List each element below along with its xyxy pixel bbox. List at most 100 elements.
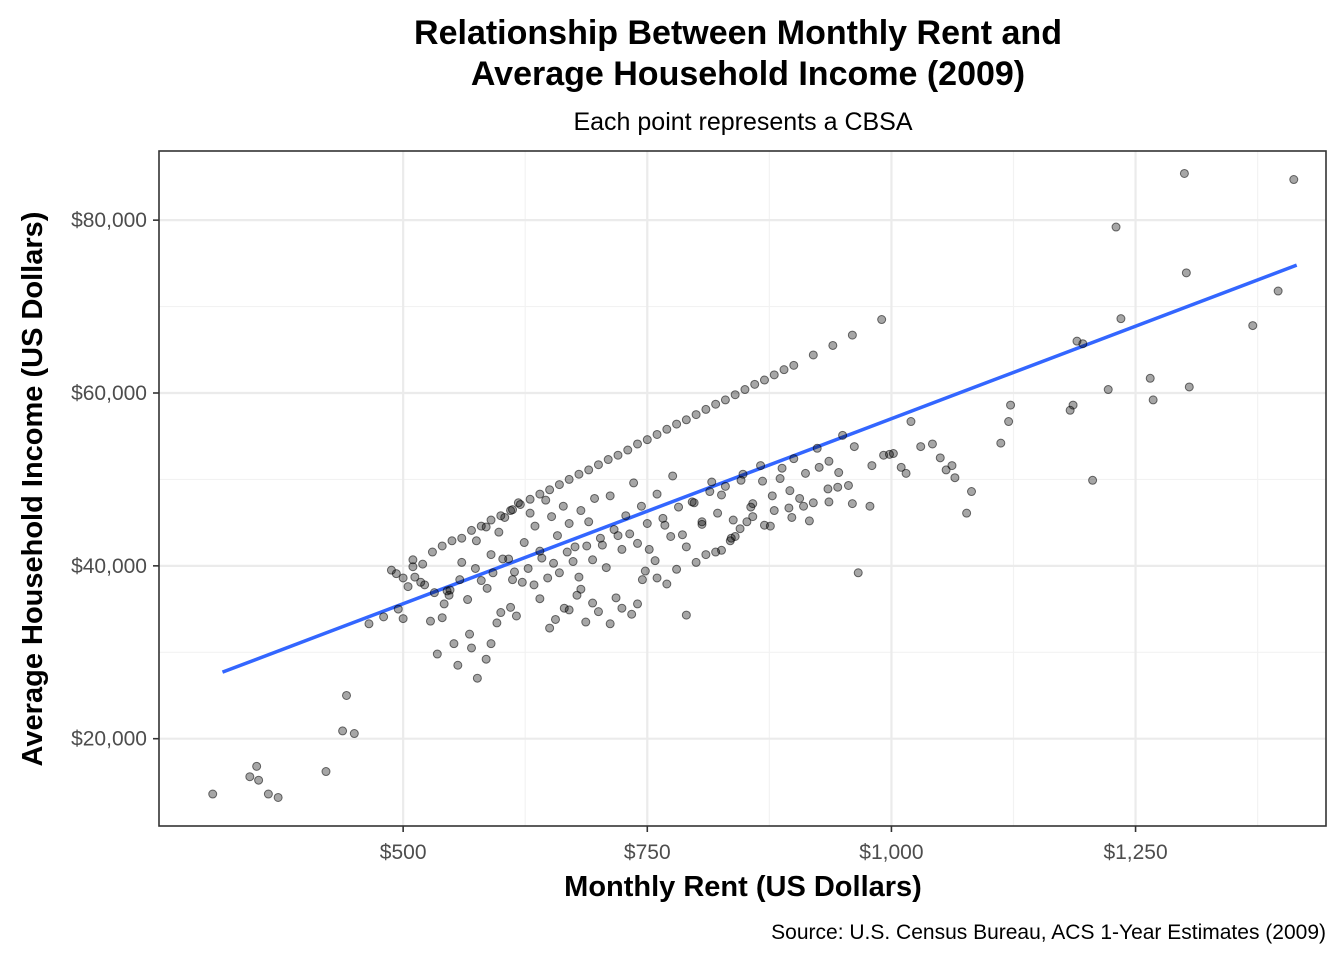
data-point [445,585,455,595]
data-point [666,531,676,541]
data-point [642,519,652,529]
trend-line-layer [221,263,1298,674]
data-point [545,485,555,495]
data-point [1103,385,1113,395]
data-point [410,572,420,582]
data-point [769,370,779,380]
data-point [674,502,684,512]
data-point [467,643,477,653]
data-point [549,558,559,568]
data-point [605,619,615,629]
data-point [742,517,752,527]
data-point [613,450,623,460]
data-point [574,469,584,479]
data-point [689,498,699,508]
data-point [787,512,797,522]
data-point [476,576,486,586]
data-point [588,598,598,608]
data-point [393,604,403,614]
data-point [547,512,557,522]
data-point [814,462,824,472]
data-point [996,438,1006,448]
data-point [726,533,736,543]
data-point [668,471,678,481]
x-axis: $500 $750 $1,000 $1,250 [380,826,1168,864]
data-point [735,524,745,534]
data-point [824,497,834,507]
data-point [865,501,875,511]
data-point [509,567,519,577]
data-point [252,761,262,771]
data-point [342,690,352,700]
data-point [738,469,748,479]
data-point [508,575,518,585]
data-point [808,498,818,508]
data-point [425,616,435,626]
trend-line [221,263,1298,674]
data-point [828,340,838,350]
data-point [455,575,465,585]
chart-title: Relationship Between Monthly Rent and Av… [414,14,1062,93]
data-point [398,573,408,583]
data-point [644,544,654,554]
data-point [515,499,525,509]
data-point [543,573,553,583]
data-point [535,594,545,604]
y-tick-label: $80,000 [71,209,147,232]
data-point [453,660,463,670]
data-point [800,468,810,478]
data-point [888,448,898,458]
data-point [432,649,442,659]
data-point [767,491,777,501]
data-point [1065,405,1075,415]
data-point [662,579,672,589]
data-point [605,491,615,501]
data-point [623,445,633,455]
data-point [1006,400,1016,410]
data-point [717,490,727,500]
data-point [593,607,603,617]
data-point [470,563,480,573]
data-point [611,593,621,603]
data-point [581,617,591,627]
data-point [364,619,374,629]
x-tick-label: $1,000 [859,841,923,864]
data-point [568,557,578,567]
data-point [471,536,481,546]
data-point [554,480,564,490]
data-point [662,424,672,434]
data-point [633,599,643,609]
data-point [467,525,477,535]
data-point [457,533,467,543]
data-point [834,468,844,478]
data-point [701,550,711,560]
data-point [403,582,413,592]
data-point [625,529,635,539]
data-point [457,557,467,567]
data-point [476,521,486,531]
y-axis-title: Average Household Income (US Dollars) [17,212,49,767]
data-point [418,559,428,569]
data-point [420,580,430,590]
data-point [545,623,555,633]
data-point [660,520,670,530]
data-point [681,542,691,552]
data-point [935,453,945,463]
data-point [823,484,833,494]
data-point [254,775,264,785]
data-point [1179,168,1189,178]
data-point [427,547,437,557]
y-tick-label: $60,000 [71,382,147,405]
data-point [652,429,662,439]
data-point [652,489,662,499]
data-point [658,513,668,523]
data-point [967,487,977,497]
data-point [1148,395,1158,405]
data-point [950,473,960,483]
data-point [947,461,957,471]
data-point [529,580,539,590]
data-point [582,541,592,551]
data-point [379,612,389,622]
data-point [437,613,447,623]
